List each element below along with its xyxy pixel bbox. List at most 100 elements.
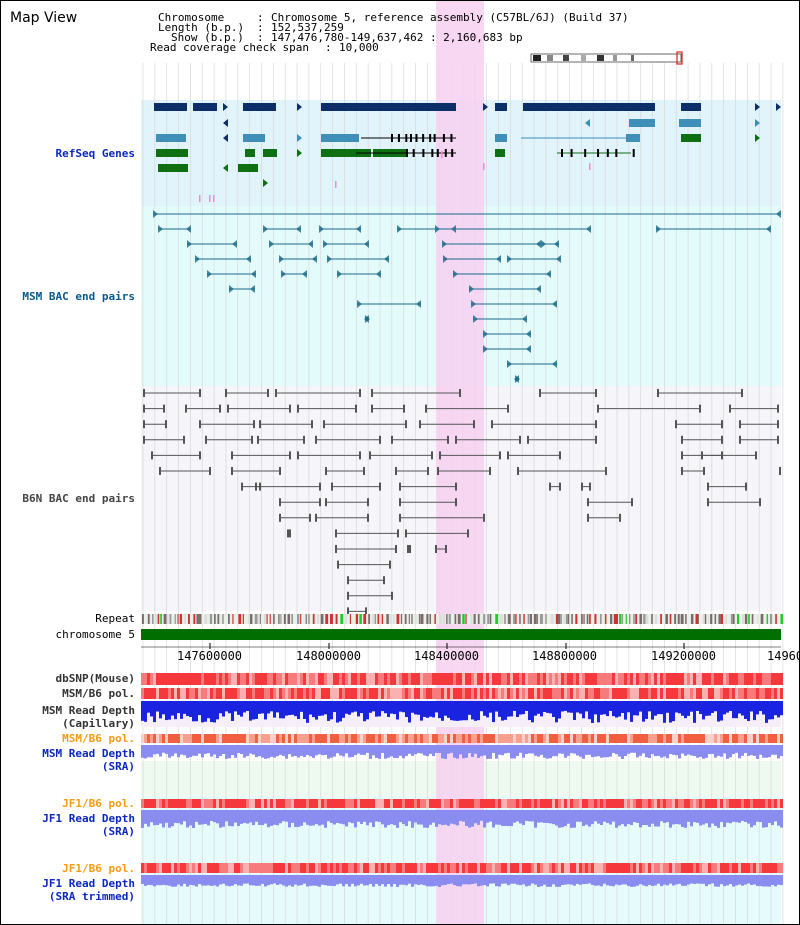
heat-cell [576,799,579,808]
depth-bar [183,745,186,756]
heat-cell [552,863,555,873]
depth-bar [699,810,702,826]
depth-bar [618,701,621,717]
heat-cell [366,673,369,685]
track-label-b6n-bac[interactable]: B6N BAC end pairs [22,492,135,505]
heat-cell [315,688,318,699]
heat-cell [555,688,558,699]
depth-bar [375,745,378,758]
heat-cell [582,734,585,743]
track-label-refseq[interactable]: RefSeq Genes [55,147,135,160]
heat-cell [759,863,762,873]
colon-1: : [257,11,264,24]
heat-cell [771,734,774,743]
track-label-jf1-depth-trimmed[interactable]: JF1 Read Depth (SRA trimmed) [42,877,135,903]
heat-cell [387,799,390,808]
depth-bar [525,745,528,754]
heat-cell [219,688,222,699]
track-label-dbsnp[interactable]: dbSNP(Mouse) [55,672,135,685]
depth-bar [501,701,504,721]
heat-cell [693,799,696,808]
repeat-element [775,614,777,624]
depth-bar [735,875,738,886]
heat-cell [438,799,441,808]
heat-cell [774,673,777,685]
heat-cell [153,799,156,808]
depth-bar [678,875,681,884]
heat-cell [396,673,399,685]
depth-bar [270,701,273,712]
bac-end-marker [729,404,731,413]
heat-cell [585,673,588,685]
depth-bar [423,810,426,828]
depth-bar [384,745,387,759]
heat-cell [558,673,561,685]
depth-bar [573,701,576,721]
depth-bar [495,875,498,887]
track-label-msm-depth-capillary[interactable]: MSM Read Depth (Capillary) [42,704,135,730]
depth-bar [330,745,333,758]
depth-bar [237,701,240,715]
depth-bar [459,745,462,755]
heat-cell [213,799,216,808]
depth-bar [642,810,645,826]
repeat-element [442,614,446,624]
heat-cell [444,673,447,685]
heat-cell [198,863,201,873]
heat-cell [630,863,633,873]
repeat-element [204,614,208,624]
depth-bar [240,701,243,717]
heat-cell [603,688,606,699]
heat-cell [645,688,648,699]
repeat-element [179,614,183,624]
depth-bar [156,875,159,886]
depth-bar [744,745,747,754]
repeat-element [152,614,154,624]
track-label-msm-depth-sra[interactable]: MSM Read Depth (SRA) [42,747,135,773]
heat-cell [756,863,759,873]
heat-cell [414,688,417,699]
track-label-jf1-depth-sra[interactable]: JF1 Read Depth (SRA) [42,812,135,838]
depth-bar [738,745,741,759]
heat-cell [579,673,582,685]
heat-cell [198,673,201,685]
heat-cell [315,799,318,808]
heat-cell [621,673,624,685]
heat-cell [573,799,576,808]
depth-bar [393,810,396,826]
heat-cell [582,673,585,685]
repeat-element [523,614,525,624]
depth-bar [642,745,645,754]
heat-cell [336,863,339,873]
heat-cell [375,688,378,699]
heat-cell [768,688,771,699]
heat-cell [201,688,204,699]
bac-end-marker [347,607,349,616]
heat-cell [612,673,615,685]
track-label-msm-b6-pol[interactable]: MSM/B6 pol. [62,687,135,700]
heat-cell [156,799,159,808]
heat-cell [738,799,741,808]
heat-cell [675,688,678,699]
repeat-element [349,614,352,624]
depth-bar [438,701,441,719]
heat-cell [507,688,510,699]
depth-bar [366,810,369,826]
depth-bar [468,745,471,754]
track-label-jf1-b6-pol[interactable]: JF1/B6 pol. [62,797,135,810]
bac-end-marker [699,404,701,413]
depth-bar [708,810,711,828]
repeat-element [568,614,570,624]
heat-cell [333,734,336,743]
heat-cell [579,799,582,808]
track-label-msm-b6-pol-sra[interactable]: MSM/B6 pol. [62,732,135,745]
track-label-msm-bac[interactable]: MSM BAC end pairs [22,290,135,303]
heat-cell [642,863,645,873]
repeat-element [160,614,162,624]
repeat-element [533,614,537,624]
track-label-jf1-b6-pol-trimmed[interactable]: JF1/B6 pol. [62,862,135,875]
heat-cell [357,734,360,743]
heat-cell [183,673,186,685]
heat-cell [525,688,528,699]
